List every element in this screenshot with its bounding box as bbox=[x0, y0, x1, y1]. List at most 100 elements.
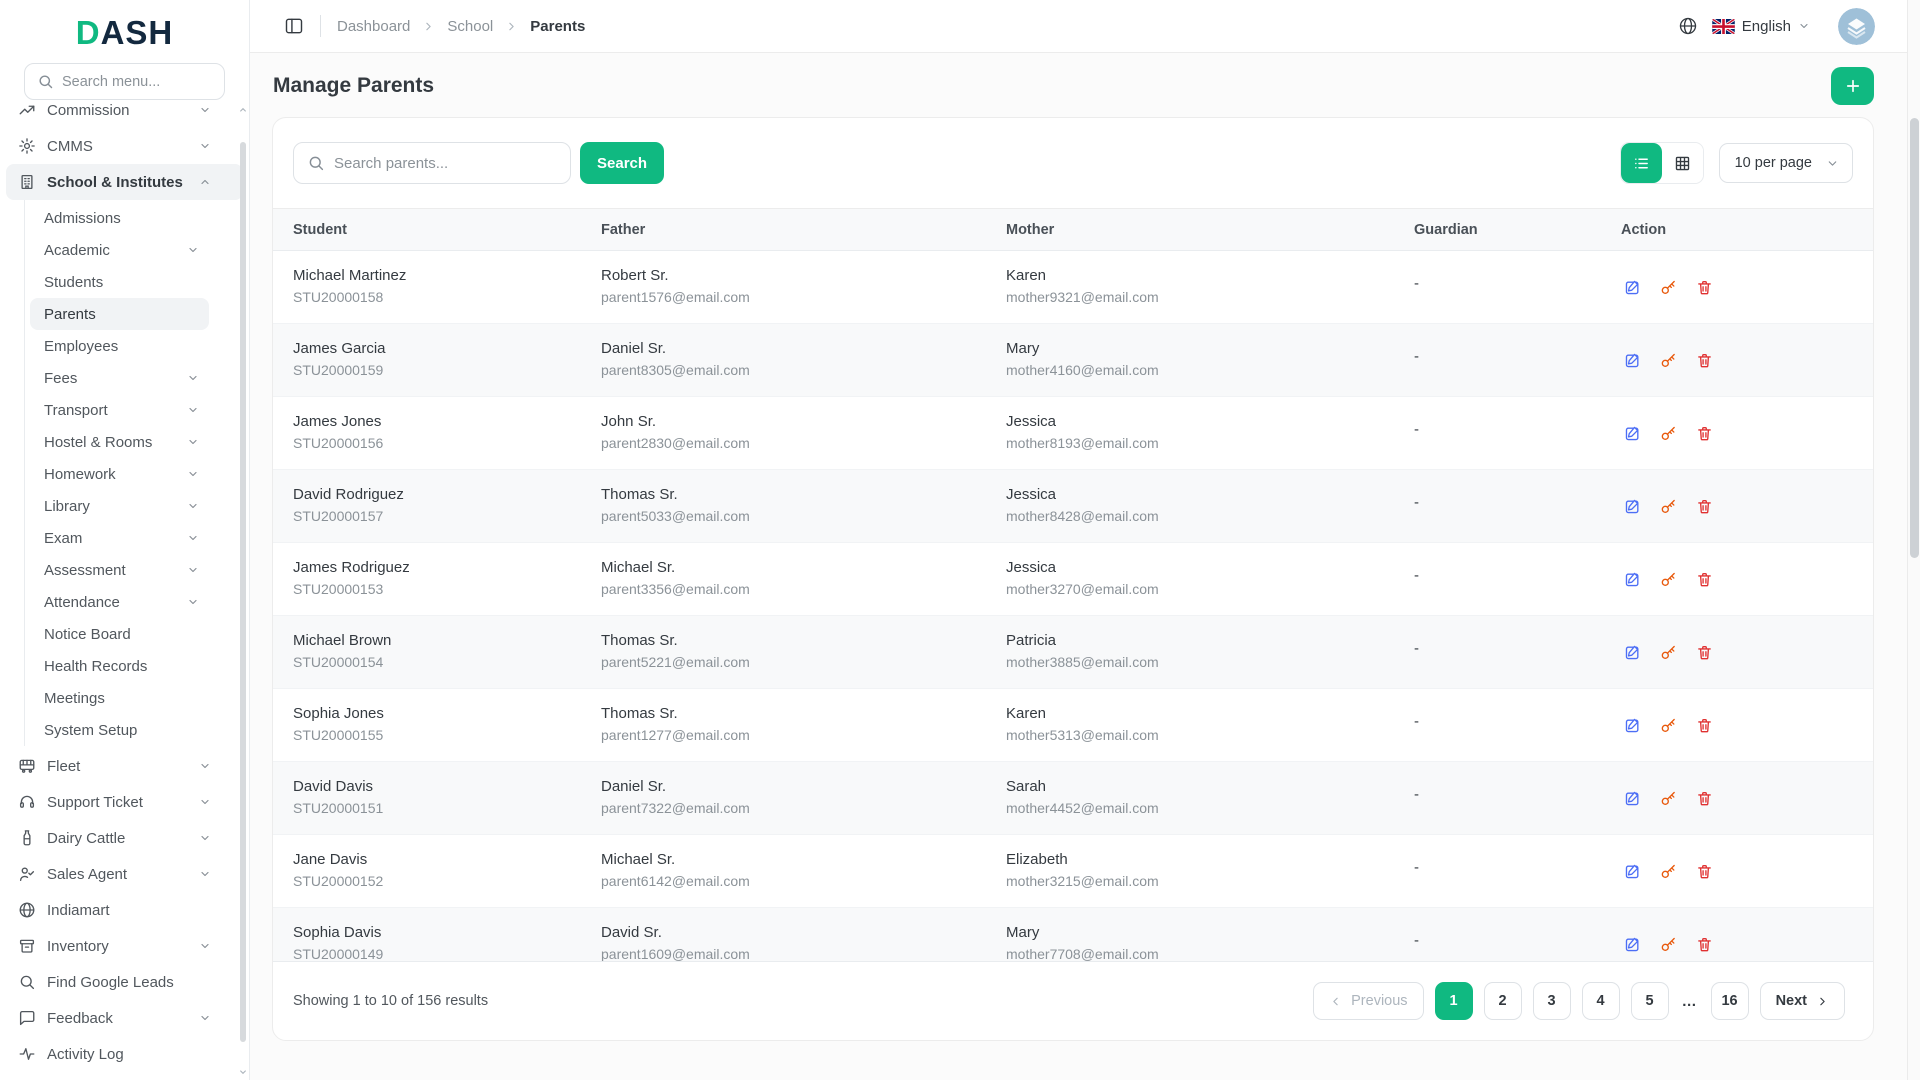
reset-password-button[interactable] bbox=[1657, 495, 1680, 518]
edit-button[interactable] bbox=[1621, 933, 1644, 956]
delete-button[interactable] bbox=[1693, 495, 1716, 518]
edit-button[interactable] bbox=[1621, 568, 1644, 591]
sidebar-item-parents[interactable]: Parents bbox=[30, 298, 209, 330]
breadcrumb-dashboard[interactable]: Dashboard bbox=[337, 17, 411, 35]
delete-button[interactable] bbox=[1693, 933, 1716, 956]
sidebar-item-assessment[interactable]: Assessment bbox=[30, 554, 209, 586]
page-1-button[interactable]: 1 bbox=[1434, 982, 1473, 1020]
delete-button[interactable] bbox=[1693, 714, 1716, 737]
previous-page-button[interactable]: Previous bbox=[1313, 982, 1424, 1020]
delete-button[interactable] bbox=[1693, 568, 1716, 591]
edit-button[interactable] bbox=[1621, 495, 1644, 518]
student-name: David Rodriguez bbox=[293, 486, 404, 503]
page-2-button[interactable]: 2 bbox=[1483, 982, 1522, 1020]
reset-password-button[interactable] bbox=[1657, 714, 1680, 737]
sidebar-item-transport[interactable]: Transport bbox=[30, 394, 209, 426]
page-16-button[interactable]: 16 bbox=[1710, 982, 1749, 1020]
mother-email: mother8193@email.com bbox=[1006, 435, 1159, 451]
delete-button[interactable] bbox=[1693, 787, 1716, 810]
globe-icon[interactable] bbox=[1676, 14, 1700, 38]
scroll-up-arrow[interactable] bbox=[239, 106, 247, 114]
sidebar-item-inventory[interactable]: Inventory bbox=[0, 928, 249, 964]
sidebar-item-academic[interactable]: Academic bbox=[30, 234, 209, 266]
sidebar-item-support-ticket[interactable]: Support Ticket bbox=[0, 784, 249, 820]
sidebar-item-dairy-cattle[interactable]: Dairy Cattle bbox=[0, 820, 249, 856]
guardian-value: - bbox=[1414, 932, 1419, 949]
sidebar-item-homework[interactable]: Homework bbox=[30, 458, 209, 490]
sidebar-item-notice-board[interactable]: Notice Board bbox=[44, 625, 131, 643]
sidebar-item-indiamart[interactable]: Indiamart bbox=[0, 892, 249, 928]
reset-password-button[interactable] bbox=[1657, 422, 1680, 445]
sidebar-item-feedback[interactable]: Feedback bbox=[0, 1000, 249, 1036]
add-parent-button[interactable] bbox=[1831, 67, 1874, 105]
sidebar-item-health-records[interactable]: Health Records bbox=[44, 657, 148, 675]
mother-name: Jessica bbox=[1006, 486, 1057, 503]
topbar-right: English bbox=[1676, 7, 1888, 45]
delete-button[interactable] bbox=[1693, 349, 1716, 372]
student-id: STU20000151 bbox=[293, 800, 384, 816]
next-page-button[interactable]: Next bbox=[1759, 982, 1845, 1020]
sidebar-item-system-setup[interactable]: System Setup bbox=[44, 721, 138, 739]
chevron-down-icon bbox=[1798, 20, 1810, 32]
reset-password-button[interactable] bbox=[1657, 933, 1680, 956]
sidebar-item-library[interactable]: Library bbox=[30, 490, 209, 522]
sidebar-item-hostel-rooms[interactable]: Hostel & Rooms bbox=[30, 426, 209, 458]
panel-left-icon bbox=[284, 16, 304, 36]
sidebar-search-input[interactable] bbox=[62, 73, 212, 90]
sidebar-item-find-google-leads[interactable]: Find Google Leads bbox=[0, 964, 249, 1000]
reset-password-button[interactable] bbox=[1657, 349, 1680, 372]
delete-button[interactable] bbox=[1693, 641, 1716, 664]
sidebar-item-fleet[interactable]: Fleet bbox=[0, 748, 249, 784]
reset-password-button[interactable] bbox=[1657, 568, 1680, 591]
sidebar-item-activity-log[interactable]: Activity Log bbox=[0, 1036, 249, 1072]
sidebar-scrollbar[interactable] bbox=[239, 106, 247, 1076]
sidebar-item-cmms[interactable]: CMMS bbox=[0, 128, 249, 164]
student-name: Michael Brown bbox=[293, 632, 392, 649]
page-5-button[interactable]: 5 bbox=[1630, 982, 1669, 1020]
app-logo: DASH bbox=[0, 0, 249, 61]
sidebar-item-students[interactable]: Students bbox=[44, 273, 104, 291]
delete-button[interactable] bbox=[1693, 276, 1716, 299]
sidebar-item-fees[interactable]: Fees bbox=[30, 362, 209, 394]
language-selector[interactable]: English bbox=[1711, 18, 1810, 35]
sidebar-item-exam[interactable]: Exam bbox=[30, 522, 209, 554]
reset-password-button[interactable] bbox=[1657, 787, 1680, 810]
reset-password-button[interactable] bbox=[1657, 641, 1680, 664]
reset-password-button[interactable] bbox=[1657, 276, 1680, 299]
page-4-button[interactable]: 4 bbox=[1581, 982, 1620, 1020]
chevron-down-icon bbox=[187, 532, 199, 544]
scroll-down-arrow[interactable] bbox=[239, 1068, 247, 1076]
parents-search-input[interactable] bbox=[334, 154, 557, 172]
sidebar-item-employees[interactable]: Employees bbox=[44, 337, 119, 355]
edit-button[interactable] bbox=[1621, 349, 1644, 372]
scrollbar-thumb[interactable] bbox=[240, 142, 246, 1042]
sidebar-item-commission[interactable]: Commission bbox=[0, 104, 249, 128]
edit-button[interactable] bbox=[1621, 714, 1644, 737]
user-avatar[interactable] bbox=[1838, 7, 1875, 45]
page-scrollbar[interactable] bbox=[1907, 0, 1920, 1080]
edit-button[interactable] bbox=[1621, 641, 1644, 664]
edit-button[interactable] bbox=[1621, 422, 1644, 445]
search-button[interactable]: Search bbox=[580, 142, 665, 184]
sidebar-item-attendance[interactable]: Attendance bbox=[30, 586, 209, 618]
sidebar-item-sales-agent[interactable]: Sales Agent bbox=[0, 856, 249, 892]
father-email: parent5221@email.com bbox=[601, 654, 750, 670]
list-view-toggle[interactable] bbox=[1620, 143, 1662, 183]
grid-view-toggle[interactable] bbox=[1661, 143, 1703, 183]
sidebar-item-admissions[interactable]: Admissions bbox=[44, 209, 121, 227]
reset-password-button[interactable] bbox=[1657, 860, 1680, 883]
sidebar-toggle-button[interactable] bbox=[282, 14, 306, 38]
scrollbar-thumb[interactable] bbox=[1910, 118, 1919, 558]
breadcrumb: Dashboard School Parents bbox=[337, 18, 585, 35]
sidebar-item-meetings[interactable]: Meetings bbox=[44, 689, 105, 707]
edit-button[interactable] bbox=[1621, 860, 1644, 883]
edit-button[interactable] bbox=[1621, 276, 1644, 299]
page-3-button[interactable]: 3 bbox=[1532, 982, 1571, 1020]
sidebar-item-school-institutes[interactable]: School & Institutes bbox=[6, 164, 243, 200]
delete-button[interactable] bbox=[1693, 422, 1716, 445]
delete-button[interactable] bbox=[1693, 860, 1716, 883]
breadcrumb-school[interactable]: School bbox=[447, 17, 494, 35]
edit-button[interactable] bbox=[1621, 787, 1644, 810]
view-toggle bbox=[1619, 142, 1704, 184]
per-page-select[interactable]: 10 per page bbox=[1718, 143, 1853, 183]
